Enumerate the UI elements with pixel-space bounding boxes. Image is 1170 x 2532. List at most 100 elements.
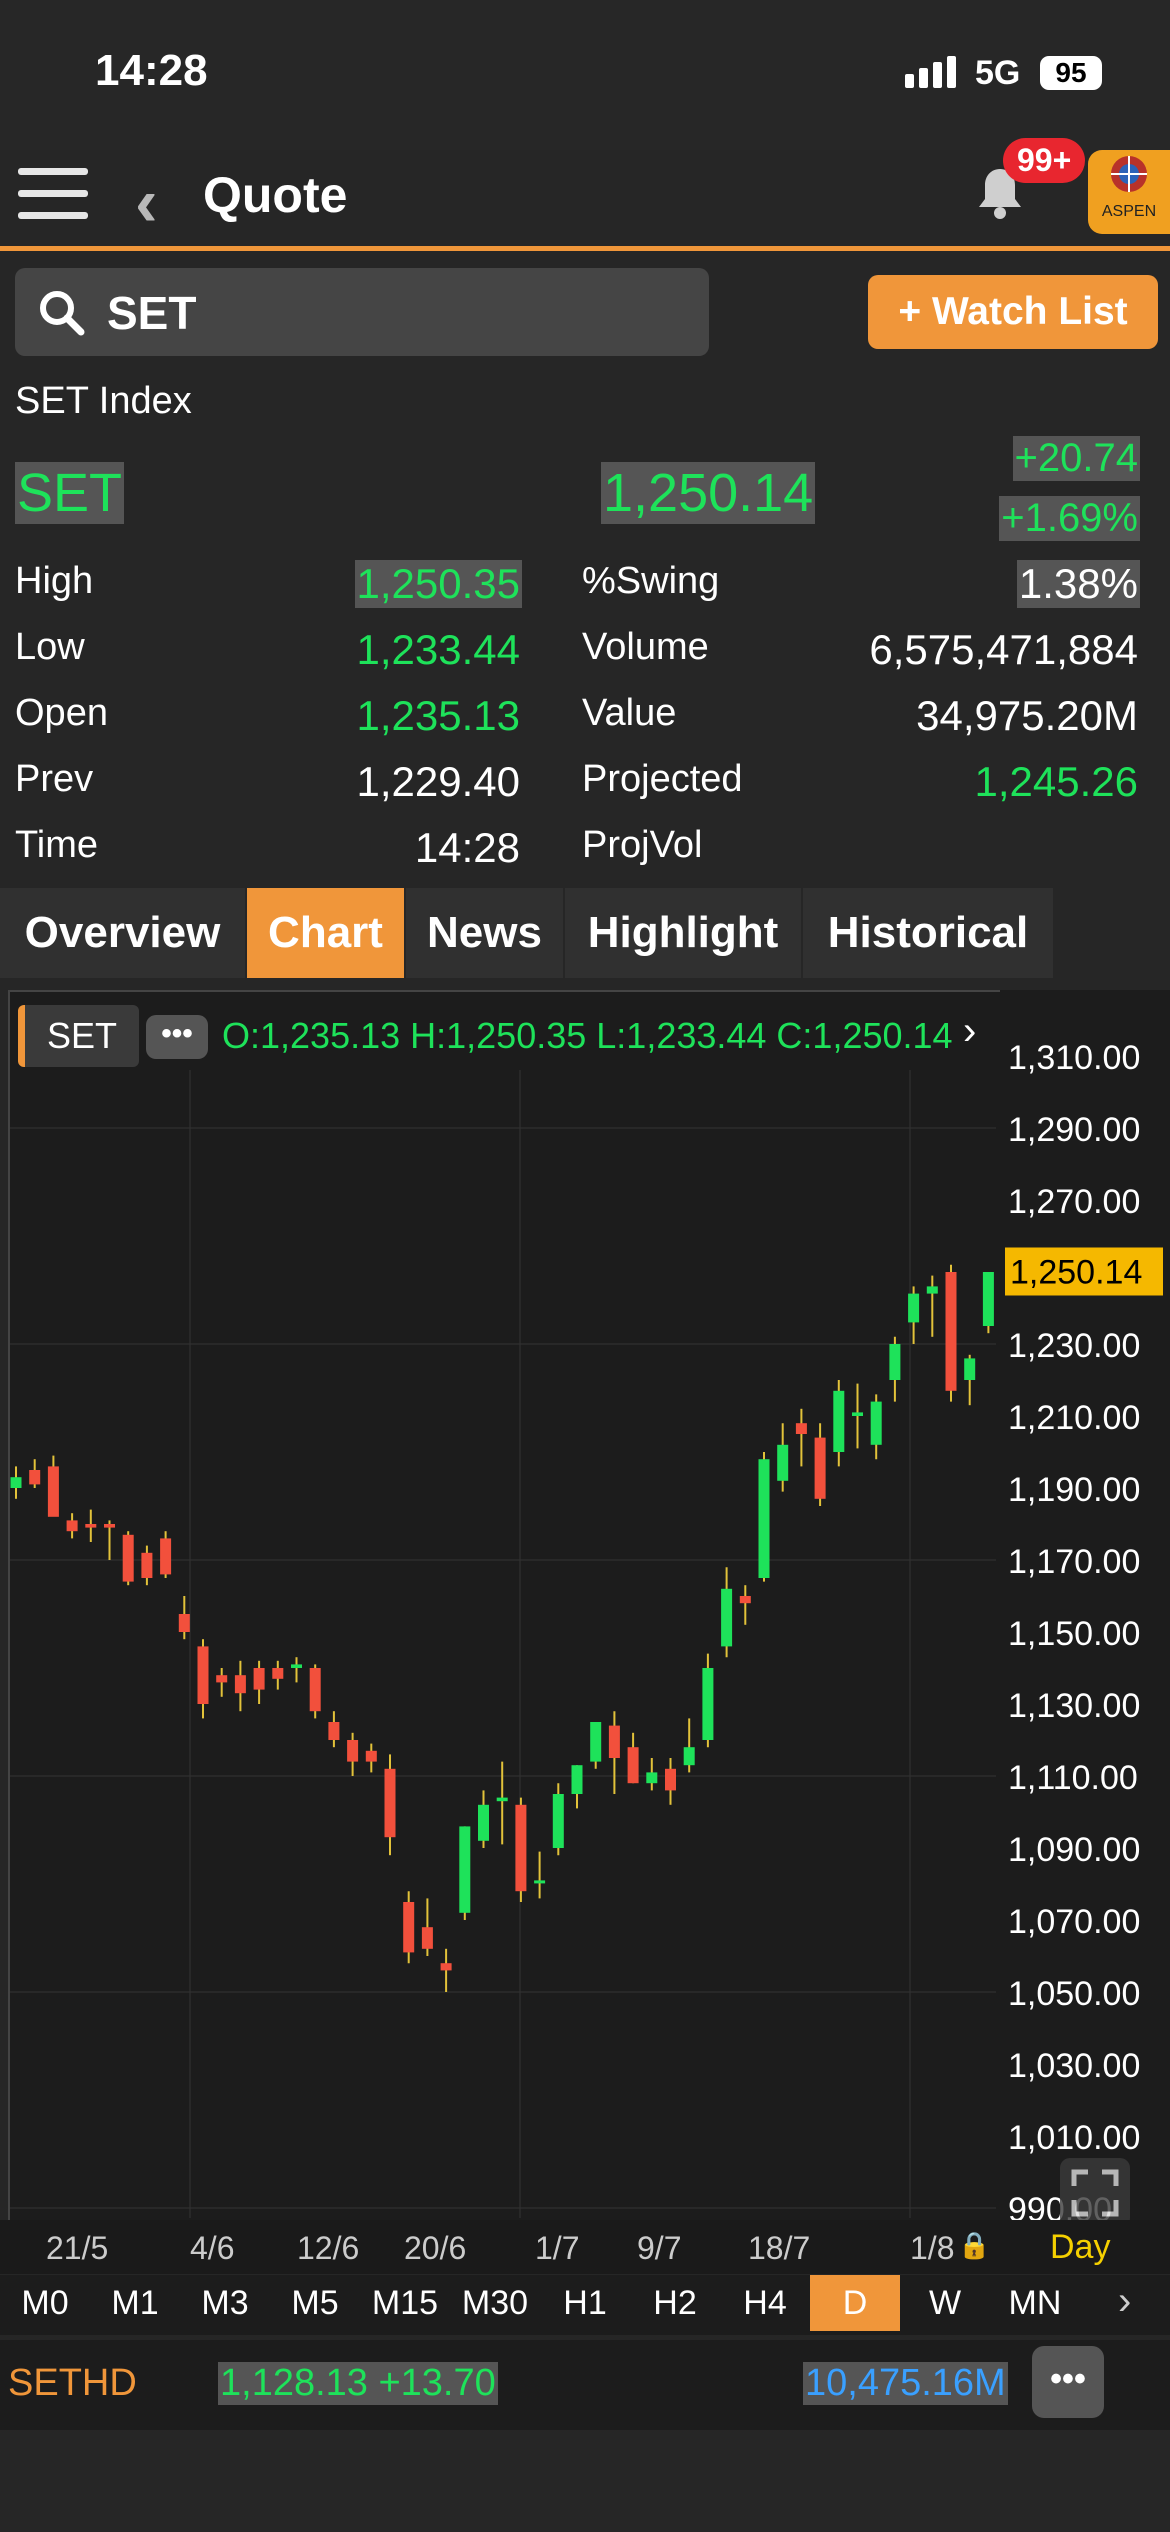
timeframe-h4[interactable]: H4 [743, 2284, 787, 2322]
chart-header: SET ••• O:1,235.13 H:1,250.35 L:1,233.44… [18, 1005, 988, 1069]
chevron-right-icon[interactable]: › [963, 1009, 977, 1053]
candle [122, 1531, 134, 1586]
candle [777, 1423, 789, 1492]
tab-chart[interactable]: Chart [247, 888, 404, 978]
candle [29, 1459, 41, 1488]
chart-symbol-pill[interactable]: SET [18, 1005, 139, 1067]
candle [870, 1394, 882, 1460]
y-tick-label: 1,050.00 [1008, 1975, 1140, 2013]
timeframe-mn[interactable]: MN [1008, 2284, 1062, 2322]
candle [47, 1455, 59, 1517]
y-tick-label: 1,290.00 [1008, 1111, 1140, 1149]
candle [683, 1718, 695, 1773]
back-chevron-icon[interactable]: ‹ [135, 164, 158, 240]
x-tick-label: 1/8 [910, 2230, 955, 2266]
timeframe-w[interactable]: W [928, 2284, 962, 2322]
candle [10, 1466, 22, 1499]
candle-body [291, 1664, 302, 1668]
candle [721, 1567, 733, 1658]
y-tick-label: 1,110.00 [1008, 1759, 1138, 1797]
candle-body [777, 1444, 789, 1481]
timeframe-m1[interactable]: M1 [111, 2284, 159, 2322]
period-label: Day [1050, 2228, 1111, 2266]
candle-body [889, 1344, 901, 1380]
notification-badge: 99+ [1003, 138, 1086, 183]
candle [833, 1380, 845, 1467]
menu-icon[interactable] [18, 168, 88, 224]
candle [309, 1664, 321, 1719]
candle [908, 1286, 920, 1344]
candle-body [384, 1768, 396, 1838]
timeframe-m15[interactable]: M15 [371, 2284, 439, 2322]
candle [365, 1743, 377, 1773]
candle [590, 1722, 602, 1769]
timeframe-m5[interactable]: M5 [291, 2284, 339, 2322]
nav-bar [0, 150, 1170, 251]
candle-body [160, 1538, 172, 1575]
y-tick-label: 1,130.00 [1008, 1687, 1140, 1725]
timeframe-h1[interactable]: H1 [563, 2284, 607, 2322]
candle-body [104, 1524, 115, 1528]
tab-highlight[interactable]: Highlight [565, 888, 801, 978]
timeframe-d[interactable]: D [810, 2275, 900, 2331]
candle [702, 1653, 714, 1748]
fullscreen-icon[interactable] [1060, 2158, 1130, 2228]
tab-news[interactable]: News [406, 888, 563, 978]
search-input[interactable]: SET [15, 268, 709, 356]
candle [141, 1545, 153, 1586]
search-value: SET [107, 287, 197, 339]
y-tick-label: 1,210.00 [1008, 1399, 1140, 1437]
lock-icon[interactable]: 🔒 [958, 2230, 991, 2260]
y-tick-label: 1,090.00 [1008, 1831, 1140, 1869]
candle-body [814, 1437, 826, 1499]
candle-body [29, 1470, 41, 1485]
aspen-logo[interactable]: ASPEN [1088, 150, 1170, 234]
chart-area[interactable] [8, 990, 1002, 2224]
ticker-symbol[interactable]: SETHD [8, 2362, 137, 2404]
candle [758, 1452, 770, 1582]
tab-historical[interactable]: Historical [803, 888, 1053, 978]
candle [272, 1660, 284, 1690]
symbol-label: SET [15, 462, 125, 524]
candle [66, 1513, 78, 1539]
candle-body [66, 1520, 78, 1532]
candle-body [85, 1524, 97, 1528]
candle-body [440, 1963, 452, 1971]
y-tick-label: 1,070.00 [1008, 1903, 1140, 1941]
candle [739, 1585, 751, 1625]
tab-overview[interactable]: Overview [0, 888, 245, 978]
candle [795, 1408, 807, 1467]
y-tick-label: 1,190.00 [1008, 1471, 1140, 1509]
last-price: 1,250.14 [601, 462, 816, 524]
timeframe-m0[interactable]: M0 [21, 2284, 69, 2322]
ticker-more-button[interactable]: ••• [1032, 2346, 1104, 2418]
x-tick-label: 9/7 [637, 2230, 682, 2266]
y-tick-label: 1,010.00 [1008, 2119, 1140, 2157]
stat-label: Time [15, 824, 99, 866]
candlestick-chart[interactable]: 1,310.001,290.001,270.001,250.001,230.00… [0, 990, 1170, 2220]
candle-body [459, 1826, 471, 1913]
timeframe-m3[interactable]: M3 [201, 2284, 249, 2322]
candle-body [739, 1596, 751, 1604]
timeframe-h2[interactable]: H2 [653, 2284, 697, 2322]
x-tick-label: 18/7 [748, 2230, 811, 2266]
stat-value: 6,575,471,884 [869, 626, 1138, 673]
candle-body [365, 1750, 377, 1762]
current-price-tag [1005, 1247, 1163, 1296]
candle [627, 1732, 639, 1784]
timeframe-scroll-icon[interactable]: › [1118, 2279, 1132, 2323]
stat-label: %Swing [582, 560, 720, 602]
chart-more-button[interactable]: ••• [146, 1015, 208, 1059]
candle [104, 1520, 115, 1560]
candle [234, 1660, 246, 1712]
candle [926, 1275, 938, 1337]
bell-icon[interactable] [975, 165, 1025, 221]
timeframe-m30[interactable]: M30 [461, 2284, 529, 2322]
candle [216, 1668, 228, 1697]
ticker-bar: SETHD 1,128.13 +13.70 10,475.16M ••• [0, 2340, 1170, 2430]
candle-body [683, 1747, 695, 1766]
candle [197, 1639, 209, 1719]
add-watchlist-button[interactable]: + Watch List [868, 275, 1158, 349]
candle [852, 1383, 863, 1449]
candle [403, 1891, 415, 1964]
